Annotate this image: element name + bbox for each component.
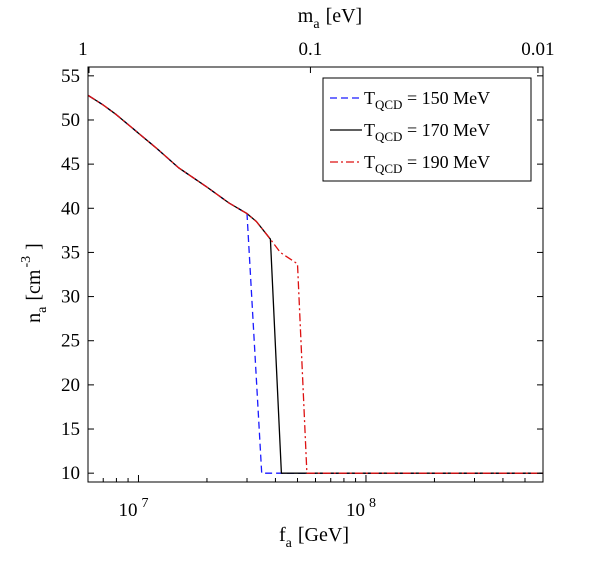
x-axis-label: fa [GeV] bbox=[279, 524, 349, 551]
legend-label-150: TQCD = 150 MeV bbox=[364, 88, 490, 112]
y-tick-label: 55 bbox=[61, 66, 80, 87]
y-tick-label: 40 bbox=[61, 198, 80, 219]
y-tick-label: 10 bbox=[61, 463, 80, 484]
top-tick-label: 0.1 bbox=[299, 39, 323, 60]
y-tick-label: 35 bbox=[61, 242, 80, 263]
y-tick-label: 15 bbox=[61, 419, 80, 440]
series-line-3 bbox=[87, 94, 543, 474]
x-tick-label: 10 8 bbox=[346, 496, 376, 521]
legend: TQCD = 150 MeV TQCD = 170 MeV TQCD = 190… bbox=[322, 77, 532, 182]
top-axis-label: ma [eV] bbox=[298, 5, 362, 32]
y-tick-label: 30 bbox=[61, 287, 80, 308]
legend-label-170: TQCD = 170 MeV bbox=[364, 120, 490, 144]
y-axis-label: na[cm-3] bbox=[19, 243, 50, 323]
x-tick-label: 10 7 bbox=[118, 496, 148, 521]
top-tick-label: 0.01 bbox=[521, 39, 554, 60]
y-tick-label: 50 bbox=[61, 110, 80, 131]
top-tick-label: 1 bbox=[78, 39, 88, 60]
y-tick-label: 25 bbox=[61, 331, 80, 352]
y-tick-label: 45 bbox=[61, 154, 80, 175]
legend-label-190: TQCD = 190 MeV bbox=[364, 152, 490, 176]
y-tick-label: 20 bbox=[61, 375, 80, 396]
